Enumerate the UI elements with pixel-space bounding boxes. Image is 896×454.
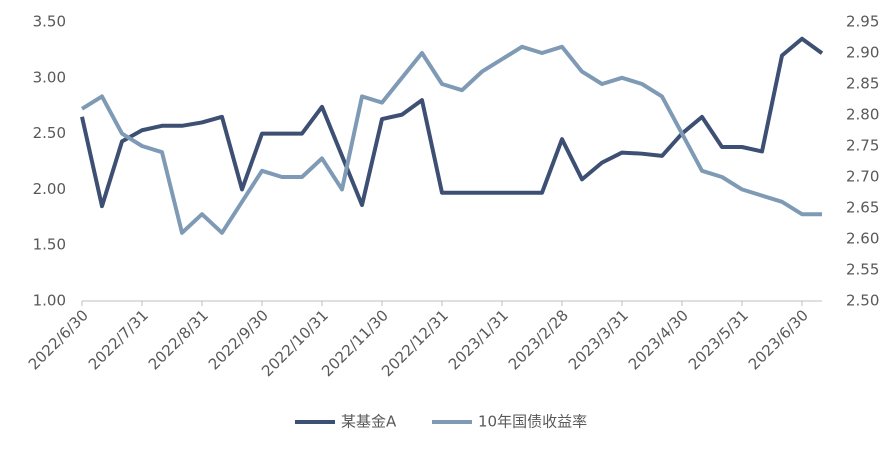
y2-tick-label: 2.80 bbox=[846, 106, 879, 124]
y-tick-label: 3.50 bbox=[33, 13, 66, 31]
x-tick-label: 2022/6/30 bbox=[25, 306, 92, 373]
y-tick-label: 1.00 bbox=[33, 292, 66, 310]
data-line bbox=[80, 36, 824, 209]
legend-label: 某基金A bbox=[341, 413, 397, 431]
x-tick-label: 2023/5/31 bbox=[685, 306, 752, 373]
y2-tick-label: 2.50 bbox=[846, 292, 879, 310]
data-line bbox=[80, 44, 822, 235]
x-tick-label: 2023/4/30 bbox=[625, 306, 692, 373]
y-tick-label: 1.50 bbox=[33, 236, 66, 254]
y-tick-label: 3.00 bbox=[33, 68, 66, 86]
y2-tick-label: 2.65 bbox=[846, 199, 879, 217]
x-tick-label: 2023/1/31 bbox=[445, 306, 512, 373]
y2-tick-label: 2.70 bbox=[846, 168, 879, 186]
y-tick-label: 2.00 bbox=[33, 180, 66, 198]
x-tick-label: 2022/8/31 bbox=[145, 306, 212, 373]
y2-tick-label: 2.55 bbox=[846, 261, 879, 279]
y-tick-label: 2.50 bbox=[33, 124, 66, 142]
y2-tick-label: 2.90 bbox=[846, 44, 879, 62]
y2-tick-label: 2.85 bbox=[846, 75, 879, 93]
x-tick-label: 2022/7/31 bbox=[85, 306, 152, 373]
x-tick-label: 2023/2/28 bbox=[505, 306, 572, 373]
x-tick-label: 2023/6/30 bbox=[745, 306, 812, 373]
y2-tick-label: 2.60 bbox=[846, 230, 879, 248]
y2-tick-label: 2.95 bbox=[846, 13, 879, 31]
legend-label: 10年国债收益率 bbox=[478, 413, 587, 431]
y2-tick-label: 2.75 bbox=[846, 137, 879, 155]
x-tick-label: 2023/3/31 bbox=[565, 306, 632, 373]
